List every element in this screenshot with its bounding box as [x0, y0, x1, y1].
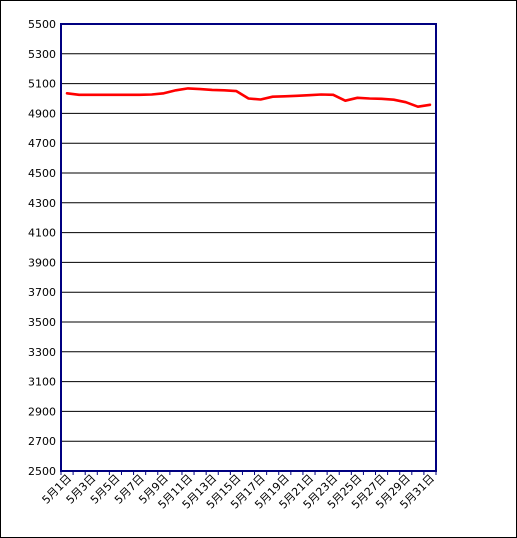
plot-area [61, 24, 436, 471]
data-point [235, 90, 238, 92]
y-tick-label: 5300 [28, 48, 56, 61]
data-point [332, 94, 334, 96]
y-tick-label: 3100 [28, 376, 56, 389]
data-point [163, 92, 165, 94]
data-point [296, 95, 298, 97]
data-point [344, 100, 346, 102]
y-tick-label: 4900 [28, 107, 56, 120]
plot-border [60, 23, 437, 472]
y-tick-label: 3900 [28, 256, 56, 269]
y-tick-label: 5500 [28, 18, 56, 31]
y-tick-label: 4100 [28, 227, 56, 240]
data-point [320, 93, 322, 96]
data-point [78, 94, 80, 96]
y-tick-label: 4700 [28, 137, 56, 150]
y-tick-label: 3300 [28, 346, 56, 359]
data-point [139, 94, 141, 96]
data-point [187, 87, 189, 89]
y-tick-label: 2500 [28, 465, 56, 478]
data-point [356, 97, 358, 99]
y-tick-label: 5100 [28, 78, 56, 91]
data-point [126, 94, 129, 96]
data-point [66, 92, 68, 94]
data-point [284, 95, 286, 97]
data-point [259, 98, 262, 101]
data-point [429, 104, 431, 106]
data-point [308, 94, 310, 96]
y-tick-label: 2900 [28, 405, 56, 418]
data-point [272, 96, 274, 98]
data-point [417, 106, 419, 108]
data-point [211, 89, 213, 91]
y-tick-label: 4300 [28, 197, 56, 210]
data-point [90, 94, 92, 96]
data-point [102, 94, 104, 96]
y-tick-label: 3700 [28, 286, 56, 299]
data-point [405, 101, 407, 103]
data-point [223, 89, 225, 91]
data-point [393, 99, 395, 101]
data-point [175, 89, 177, 91]
data-point [380, 98, 383, 100]
data-point [151, 93, 153, 96]
y-tick-label: 3500 [28, 316, 56, 329]
data-point [114, 94, 117, 96]
data-point [199, 88, 201, 90]
y-tick-label: 4500 [28, 167, 56, 180]
y-tick-label: 2700 [28, 435, 56, 448]
data-point [247, 97, 250, 100]
data-point [368, 97, 371, 100]
